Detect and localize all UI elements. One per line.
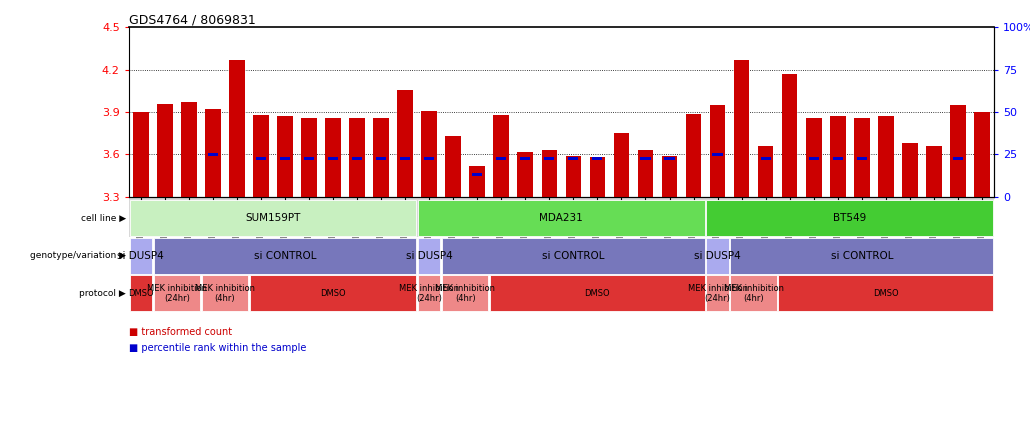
Bar [974,112,990,197]
Text: SUM159PT: SUM159PT [245,213,301,223]
Bar [349,118,365,197]
Bar [733,60,750,197]
Bar [565,156,581,197]
Text: MEK inhibition
(24hr): MEK inhibition (24hr) [688,284,748,303]
Text: si DUSP4: si DUSP4 [117,251,164,261]
Text: DMSO: DMSO [585,289,610,298]
Bar [926,146,941,197]
Bar [304,157,314,160]
Bar [181,102,197,197]
Bar [376,157,386,160]
Bar [686,113,701,197]
Bar [496,157,507,160]
Bar [325,118,341,197]
Bar [208,153,218,156]
Text: MEK inhibition
(4hr): MEK inhibition (4hr) [195,284,254,303]
Bar [710,105,725,197]
Text: cell line ▶: cell line ▶ [80,214,126,222]
Bar [569,157,579,160]
Text: MEK inhibition
(24hr): MEK inhibition (24hr) [147,284,207,303]
Bar [255,157,266,160]
Text: BT549: BT549 [833,213,866,223]
Bar [661,156,678,197]
Text: MDA231: MDA231 [540,213,583,223]
Bar [445,136,461,197]
Bar [589,157,606,197]
Bar [592,157,603,160]
Bar [373,118,389,197]
Bar [544,157,554,160]
Bar [253,115,269,197]
Bar [352,157,363,160]
Bar [641,157,651,160]
Text: ■ transformed count: ■ transformed count [129,327,232,337]
Bar [805,118,822,197]
Bar [421,111,437,197]
Bar [832,157,843,160]
Bar [953,157,963,160]
Bar [398,90,413,197]
Text: genotype/variation ▶: genotype/variation ▶ [30,251,126,260]
Text: MEK inhibition
(24hr): MEK inhibition (24hr) [400,284,459,303]
Text: si DUSP4: si DUSP4 [406,251,452,261]
Text: MEK inhibition
(4hr): MEK inhibition (4hr) [436,284,495,303]
Bar [614,133,629,197]
Bar [205,109,220,197]
Bar [950,105,966,197]
Bar [809,157,819,160]
Bar [664,157,675,160]
Text: DMSO: DMSO [873,289,898,298]
Bar [328,157,338,160]
Bar [470,166,485,197]
Bar [857,157,867,160]
Bar [830,116,846,197]
Bar [542,150,557,197]
Text: si CONTROL: si CONTROL [542,251,605,261]
Bar [133,112,148,197]
Bar [157,104,173,197]
Bar [400,157,410,160]
Bar [878,116,894,197]
Text: MEK inhibition
(4hr): MEK inhibition (4hr) [724,284,784,303]
Bar [229,60,245,197]
Text: si CONTROL: si CONTROL [253,251,316,261]
Bar [493,115,509,197]
Bar [902,143,918,197]
Bar [277,116,293,197]
Bar [520,157,530,160]
Bar [854,118,869,197]
Bar [301,118,317,197]
Text: DMSO: DMSO [320,289,346,298]
Bar [280,157,290,160]
Bar [517,151,534,197]
Text: si CONTROL: si CONTROL [830,251,893,261]
Text: DMSO: DMSO [128,289,153,298]
Text: si DUSP4: si DUSP4 [694,251,741,261]
Bar [472,173,482,176]
Bar [782,74,797,197]
Bar [424,157,435,160]
Text: protocol ▶: protocol ▶ [79,289,126,298]
Bar [758,146,774,197]
Text: ■ percentile rank within the sample: ■ percentile rank within the sample [129,343,306,353]
Bar [638,150,653,197]
Bar [760,157,770,160]
Text: GDS4764 / 8069831: GDS4764 / 8069831 [129,14,255,26]
Bar [713,153,723,156]
